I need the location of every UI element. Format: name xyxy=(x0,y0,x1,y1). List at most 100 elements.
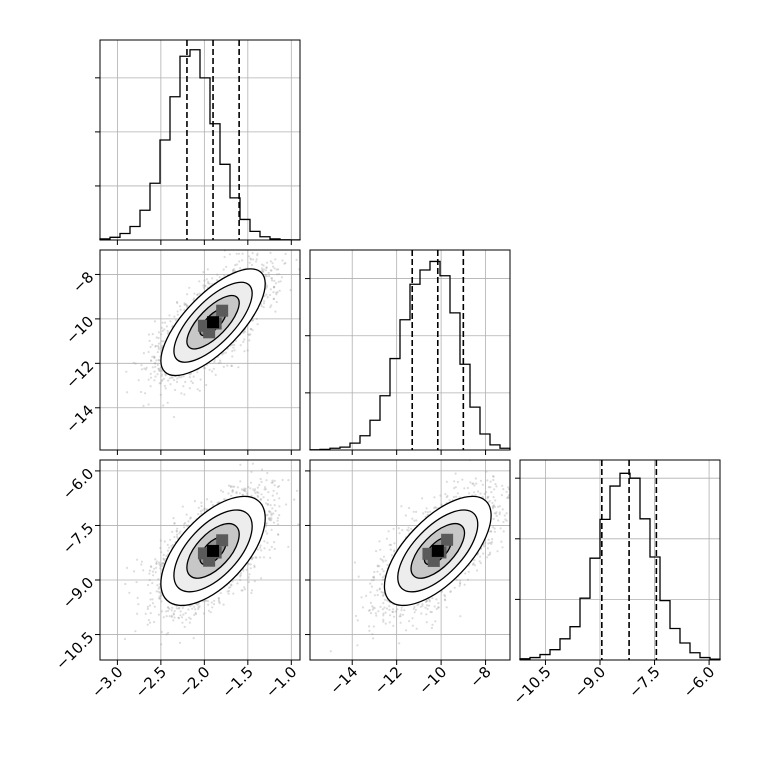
sample-point xyxy=(223,255,226,259)
sample-point xyxy=(519,434,521,436)
sample-point xyxy=(262,496,265,499)
sample-point xyxy=(247,581,250,584)
sample-point xyxy=(188,616,191,619)
sample-point xyxy=(505,519,508,522)
sample-point xyxy=(250,494,253,497)
sample-point xyxy=(194,612,197,616)
sample-point xyxy=(153,355,156,358)
sample-point xyxy=(235,252,238,255)
sample-point xyxy=(202,271,205,274)
sample-point xyxy=(255,260,258,263)
sample-point xyxy=(273,285,276,288)
sample-point xyxy=(275,268,278,271)
sample-point xyxy=(212,603,216,606)
sample-point xyxy=(265,266,268,269)
sample-point xyxy=(371,633,374,636)
sample-point xyxy=(238,492,241,495)
sample-point xyxy=(249,327,252,331)
sample-point xyxy=(269,516,272,520)
sample-point xyxy=(179,530,182,533)
sample-point xyxy=(161,564,164,568)
panel-content xyxy=(100,242,300,450)
sample-point xyxy=(217,597,221,600)
sample-point xyxy=(264,488,267,491)
sample-point xyxy=(176,377,179,380)
sample-point xyxy=(166,401,169,404)
sample-point xyxy=(252,488,255,491)
sample-point xyxy=(189,516,192,519)
sample-point xyxy=(135,581,138,584)
sample-point xyxy=(241,493,244,496)
sample-point xyxy=(273,541,276,544)
sample-point xyxy=(161,373,164,376)
sample-point xyxy=(234,339,237,342)
sample-point xyxy=(183,302,186,305)
sample-point xyxy=(272,512,275,515)
sample-point xyxy=(241,252,244,255)
sample-point xyxy=(212,367,215,370)
sample-point xyxy=(144,392,147,395)
sample-point xyxy=(240,589,243,592)
sample-point xyxy=(243,350,246,353)
sample-point xyxy=(147,378,150,381)
sample-point xyxy=(153,370,156,373)
sample-point xyxy=(254,488,257,491)
sample-point xyxy=(239,574,242,577)
sample-point xyxy=(254,556,257,559)
sample-point xyxy=(158,563,161,566)
sample-point xyxy=(169,383,172,386)
sample-point xyxy=(158,561,161,564)
sample-point xyxy=(479,562,482,565)
sample-point xyxy=(267,517,270,520)
sample-point xyxy=(196,388,199,391)
sample-point xyxy=(247,333,250,336)
sample-point xyxy=(242,340,245,343)
sample-point xyxy=(274,242,276,244)
sample-point xyxy=(287,479,290,482)
sample-point xyxy=(249,567,252,570)
sample-point xyxy=(404,514,407,517)
sample-point xyxy=(219,592,222,595)
sample-point xyxy=(270,512,273,516)
sample-point xyxy=(227,492,230,495)
sample-point xyxy=(493,530,496,533)
sample-point xyxy=(233,349,236,352)
sample-point xyxy=(239,480,242,483)
sample-point xyxy=(249,258,253,261)
sample-point xyxy=(190,380,193,383)
sample-point xyxy=(471,482,474,485)
sample-point xyxy=(269,288,272,291)
sample-point xyxy=(239,575,242,578)
sample-point xyxy=(266,541,269,544)
sample-point xyxy=(272,521,275,524)
sample-point xyxy=(269,504,272,507)
sample-point xyxy=(246,349,249,352)
sample-point xyxy=(165,615,168,618)
sample-point xyxy=(180,376,183,379)
sample-point xyxy=(263,488,266,491)
sample-point xyxy=(269,511,272,514)
sample-point xyxy=(204,599,207,603)
sample-point xyxy=(218,602,221,605)
sample-point xyxy=(170,376,173,379)
sample-point xyxy=(155,560,158,563)
sample-point xyxy=(501,484,504,487)
sample-point xyxy=(252,258,255,261)
sample-point xyxy=(151,333,154,336)
sample-point xyxy=(183,523,186,526)
sample-point xyxy=(156,373,159,376)
sample-point xyxy=(148,339,151,342)
sample-point xyxy=(266,296,269,299)
sample-point xyxy=(278,273,281,276)
sample-point xyxy=(213,360,216,363)
sample-point xyxy=(147,350,150,354)
sample-point xyxy=(146,623,149,626)
sample-point xyxy=(140,364,143,367)
sample-point xyxy=(162,558,165,561)
sample-point xyxy=(277,247,279,249)
sample-point xyxy=(182,385,185,388)
sample-point xyxy=(206,498,209,501)
sample-point xyxy=(148,569,151,572)
sample-point xyxy=(373,607,376,610)
sample-point xyxy=(154,375,157,378)
